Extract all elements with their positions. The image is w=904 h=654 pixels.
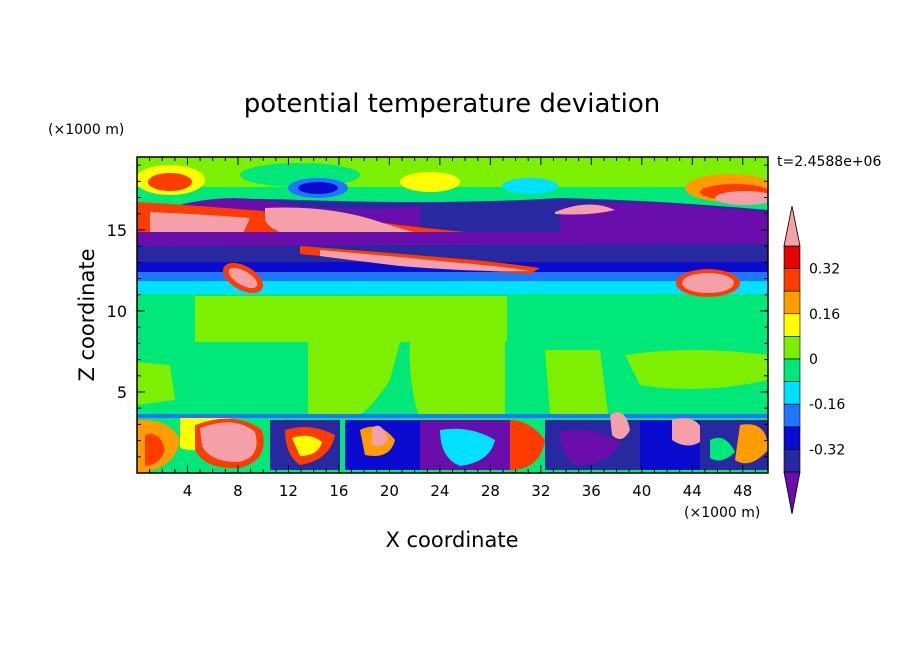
field-bottom-blob xyxy=(510,420,545,470)
colorbar-min-arrow xyxy=(783,471,801,515)
colorbar-swatch xyxy=(783,426,801,450)
heatmap-field xyxy=(137,157,768,473)
field-top-feature xyxy=(502,178,558,194)
colorbar-label: -0.16 xyxy=(809,397,845,413)
field-warm-blob xyxy=(228,267,258,289)
colorbar-label: -0.32 xyxy=(809,442,845,458)
x-tick-label: 28 xyxy=(481,482,500,500)
field-mid-block xyxy=(545,350,608,414)
field-bottom-blob xyxy=(672,418,705,446)
colorbar-swatch xyxy=(783,245,801,269)
colorbar-label: 0.16 xyxy=(809,307,840,323)
field-bottom-blob xyxy=(610,412,630,439)
x-tick-label: 44 xyxy=(683,482,702,500)
colorbar-swatch xyxy=(783,358,801,382)
colorbar-label: 0.32 xyxy=(809,262,840,278)
y-tick-label: 10 xyxy=(107,302,127,321)
x-tick-label: 8 xyxy=(233,482,243,500)
time-label: t=2.4588e+06 xyxy=(777,154,881,170)
field-warm-streak xyxy=(320,250,530,272)
field-mid-block xyxy=(409,342,505,414)
x-tick-label: 48 xyxy=(733,482,752,500)
colorbar-swatch xyxy=(783,403,801,428)
field-bottom-blob xyxy=(292,435,322,456)
x-axis-label: X coordinate xyxy=(385,528,518,552)
y-axis: 5 10 15 xyxy=(107,164,768,458)
x-tick-label: 16 xyxy=(329,482,348,500)
y-tick-label: 5 xyxy=(117,383,127,402)
field-warm-streak xyxy=(555,204,615,215)
colorbar-swatch xyxy=(783,268,801,292)
x-tick-label: 12 xyxy=(279,482,298,500)
x-tick-label: 40 xyxy=(632,482,651,500)
field-cold-band xyxy=(137,281,768,294)
x-tick-label: 4 xyxy=(183,482,193,500)
x-tick-label: 36 xyxy=(582,482,601,500)
field-mid-block xyxy=(308,342,400,414)
y-axis-label: Z coordinate xyxy=(75,248,99,381)
x-tick-label: 32 xyxy=(531,482,550,500)
field-bottom-blob xyxy=(440,428,495,466)
field-bottom-blob xyxy=(735,424,768,464)
field-top-feature xyxy=(298,182,338,194)
field-cold-band xyxy=(137,244,768,262)
field-warm-blob xyxy=(682,273,734,293)
field-bottom-blob xyxy=(145,434,165,466)
x-axis: 4 8 12 16 20 24 28 32 36 40 44 48 xyxy=(149,157,756,500)
chart-title: potential temperature deviation xyxy=(244,89,660,119)
field-top-feature xyxy=(715,191,768,205)
field-bottom-blob xyxy=(372,425,388,447)
colorbar: 0.32 0.16 0 -0.16 -0.32 xyxy=(783,205,845,515)
field-mid-block xyxy=(137,362,175,405)
colorbar-swatch xyxy=(783,381,801,405)
field-cold-band xyxy=(137,272,768,281)
field-divider xyxy=(137,414,768,418)
colorbar-swatch xyxy=(783,290,801,315)
colorbar-swatch xyxy=(783,313,801,337)
y-tick-label: 15 xyxy=(107,221,127,240)
x-tick-label: 20 xyxy=(380,482,399,500)
field-top-feature xyxy=(400,172,460,192)
y-unit-label: (×1000 m) xyxy=(48,122,124,138)
field-mid-block xyxy=(195,296,507,342)
colorbar-max-arrow xyxy=(783,205,801,247)
field-bottom-blob xyxy=(560,429,620,465)
field-bottom-blob xyxy=(710,437,735,461)
field-bottom-blob xyxy=(200,422,257,462)
field-top-feature xyxy=(148,173,192,191)
x-unit-label: (×1000 m) xyxy=(684,505,760,521)
colorbar-label: 0 xyxy=(809,352,818,368)
field-mid-block xyxy=(625,350,768,389)
x-tick-label: 24 xyxy=(430,482,449,500)
colorbar-swatch xyxy=(783,449,801,473)
colorbar-swatch xyxy=(783,336,801,360)
